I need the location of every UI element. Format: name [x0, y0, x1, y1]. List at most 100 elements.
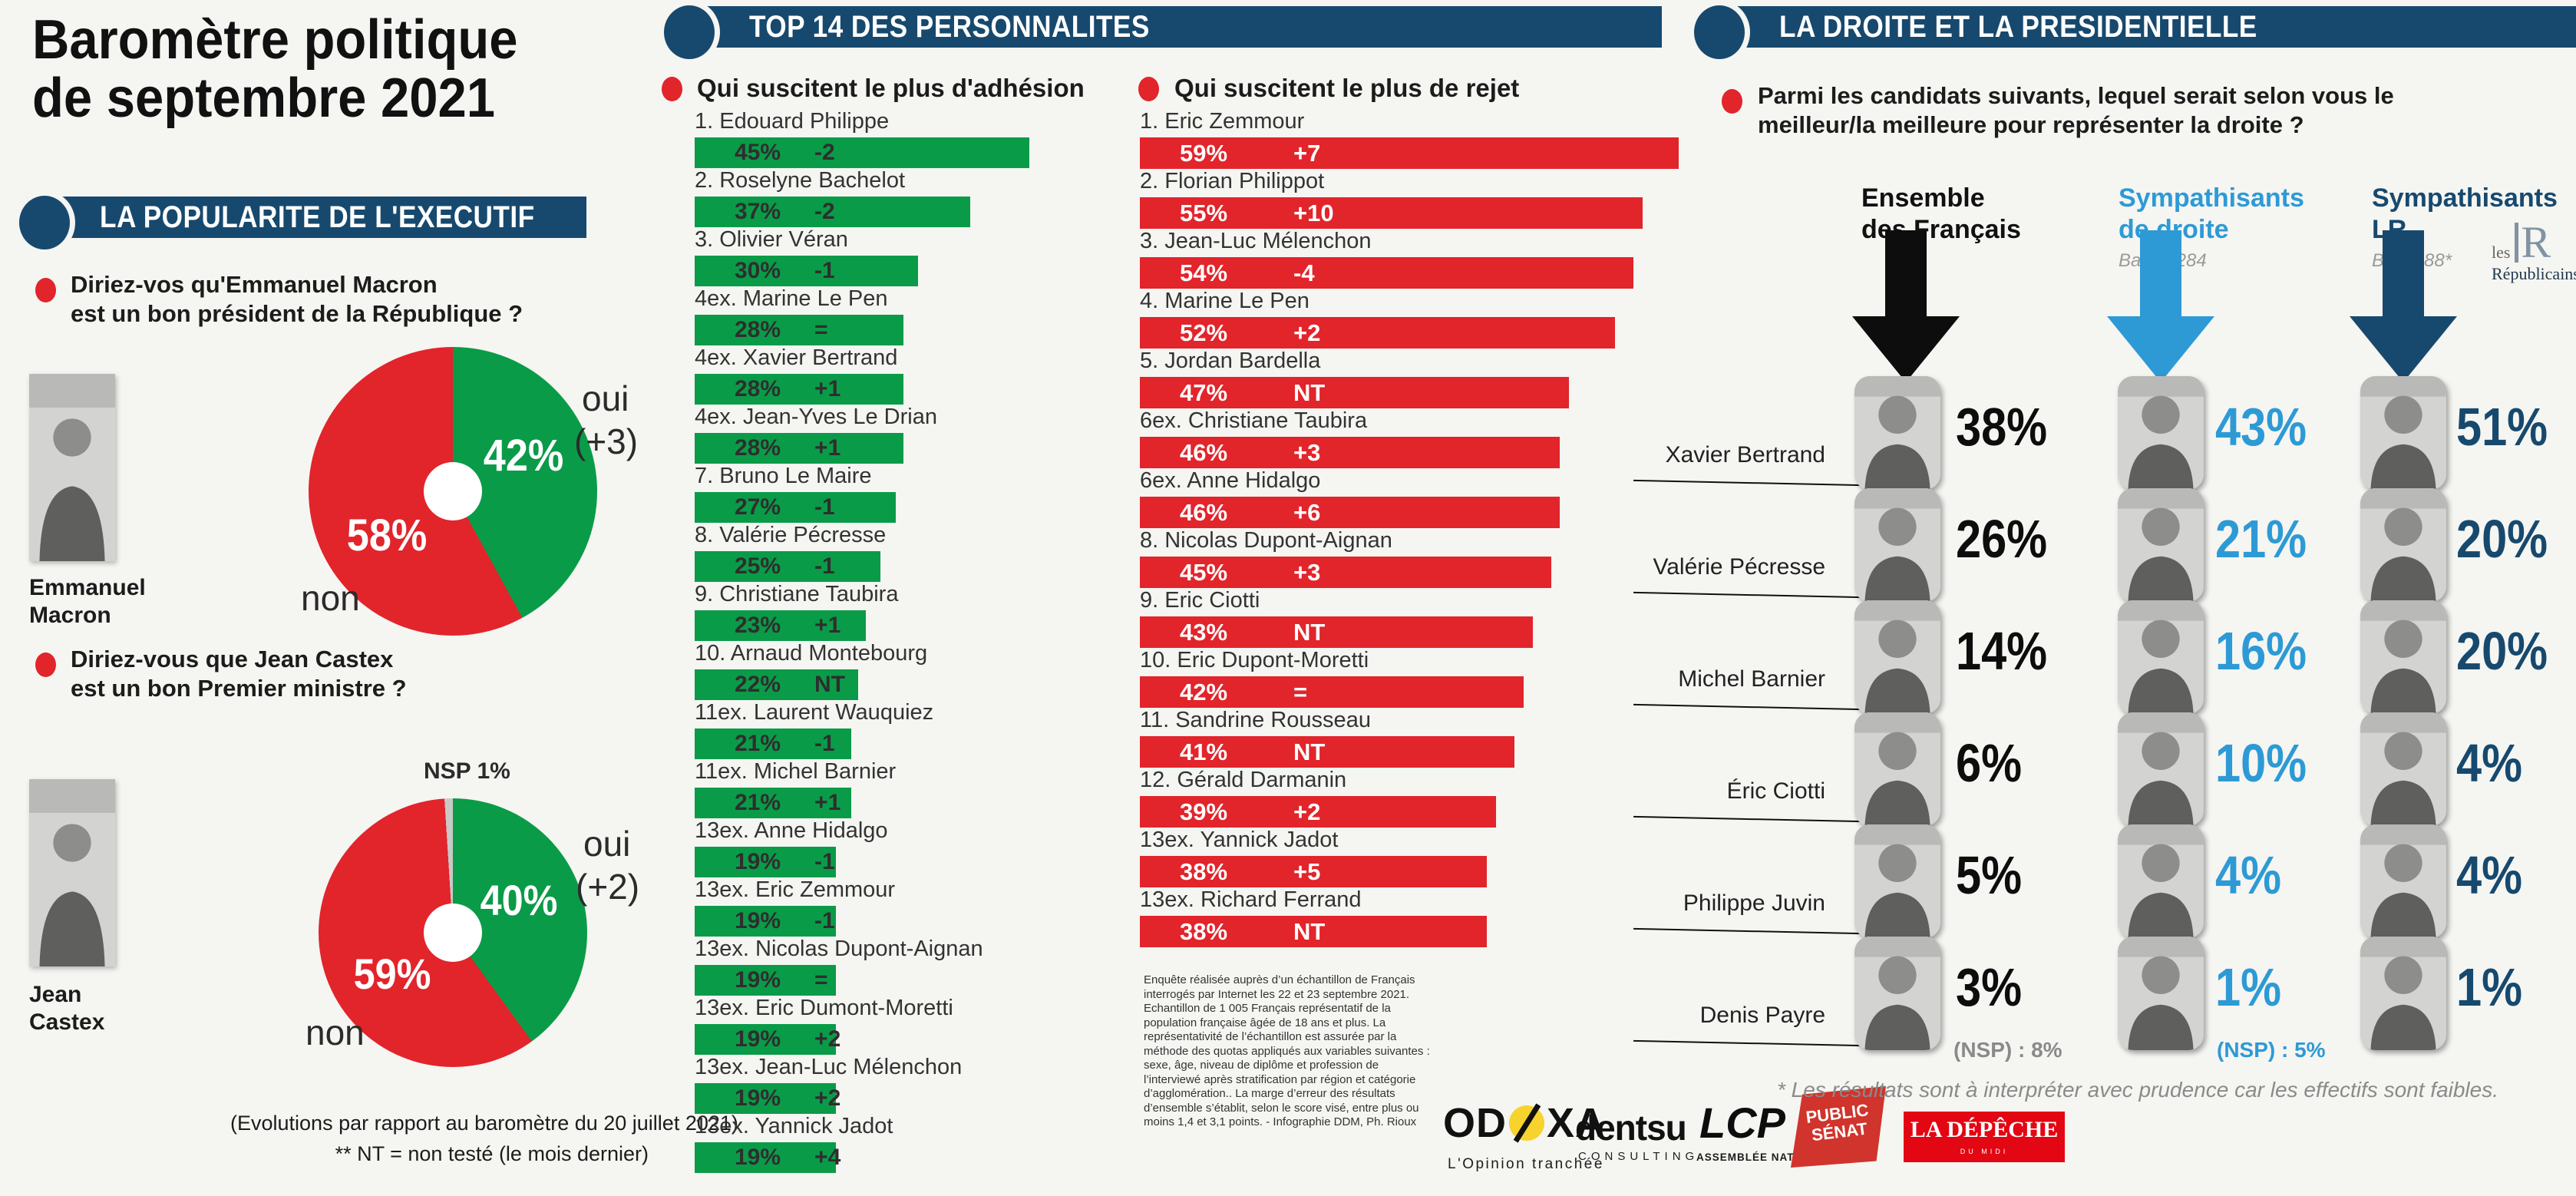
castex-label-line1: Jean: [29, 982, 82, 1007]
score-bar: 46% +3: [1140, 437, 1560, 468]
score-value: 19%: [735, 908, 781, 933]
arrow-down-ensemble-icon: [1852, 230, 1960, 382]
droite-question: Parmi les candidats suivants, lequel ser…: [1758, 81, 2394, 140]
ranking-item: 4ex. Xavier Bertrand 28% +1: [695, 345, 1125, 405]
score-bar: 30% -1: [695, 256, 918, 286]
score-bar: 38% NT: [1140, 916, 1487, 947]
candidate-photo: [2360, 600, 2446, 714]
score-delta: +1: [814, 376, 841, 401]
candidate-underline: [1633, 591, 1864, 599]
score-bar: 25% -1: [695, 551, 880, 582]
odoxa-letters-right: XA: [1547, 1100, 1607, 1146]
score-bar: 45% +3: [1140, 557, 1551, 588]
public-senat-logo: PUBLIC SÉNAT: [1791, 1086, 1886, 1168]
candidate-score: 14%: [1956, 621, 2048, 681]
score-delta: =: [814, 967, 828, 993]
candidate-score: 6%: [1956, 733, 2022, 793]
castex-oui-label: oui: [583, 824, 631, 864]
question-macron: Diriez-vos qu'Emmanuel Macron est un bon…: [71, 270, 523, 329]
castex-oui-value: 40%: [480, 876, 558, 924]
left-footnote-nt: ** NT = non testé (le mois dernier): [335, 1142, 649, 1165]
score-value: 54%: [1180, 259, 1228, 286]
macron-non-value: 58%: [346, 510, 428, 560]
candidate-row: Éric Ciotti 6% 10% 4%: [0, 712, 2576, 826]
ranking-item: 6ex. Christiane Taubira 46% +3: [1140, 408, 1685, 468]
candidate-photo: [2360, 712, 2446, 826]
candidate-photo: [2118, 824, 2204, 938]
score-value: 28%: [735, 317, 781, 342]
ranking-item: 13ex. Eric Zemmour 19% -1: [695, 877, 1125, 937]
question-castex: Diriez-vous que Jean Castex est un bon P…: [71, 645, 407, 703]
lr-les: les: [2492, 243, 2511, 262]
candidate-photo: [2118, 376, 2204, 490]
ranking-item: 10. Eric Dupont-Moretti 42% =: [1140, 648, 1685, 708]
col2-line1: Sympathisants: [2119, 183, 2304, 213]
score-bar: 54% -4: [1140, 257, 1633, 289]
candidate-photo: [2360, 824, 2446, 938]
score-delta: NT: [1293, 917, 1326, 945]
person-name: 13ex. Yannick Jadot: [695, 1114, 893, 1138]
score-bar: 27% -1: [695, 492, 896, 523]
macron-oui-delta: (+3): [574, 421, 639, 461]
score-delta: +3: [1293, 438, 1321, 466]
score-delta: +10: [1293, 199, 1334, 226]
ranking-item: 3. Jean-Luc Mélenchon 54% -4: [1140, 229, 1685, 289]
score-bar: 19% -1: [695, 847, 836, 877]
ranking-item: 1. Eric Zemmour 59% +7: [1140, 109, 1685, 169]
score-bar: 55% +10: [1140, 197, 1643, 229]
score-value: 38%: [1180, 857, 1228, 885]
candidate-score: 10%: [2215, 733, 2307, 793]
arrow-down-lr-icon: [2350, 230, 2457, 382]
castex-oui-delta: (+2): [576, 867, 640, 907]
score-delta: +2: [1293, 798, 1321, 825]
section-header-executif-dot-icon: [14, 190, 75, 255]
score-delta: +1: [814, 435, 841, 461]
question-macron-line1: Diriez-vos qu'Emmanuel Macron: [71, 271, 438, 298]
ranking-item: 9. Eric Ciotti 43% NT: [1140, 588, 1685, 648]
ranking-item: 13ex. Nicolas Dupont-Aignan 19% =: [695, 937, 1125, 996]
score-bar: 19% -1: [695, 906, 836, 937]
score-delta: +1: [814, 790, 841, 815]
castex-approval-pie: 40% 59%: [319, 798, 587, 1067]
candidate-score: 20%: [2456, 621, 2548, 681]
adhesion-title: Qui suscitent le plus d'adhésion: [697, 74, 1085, 102]
rejet-ranking-list: 1. Eric Zemmour 59% +7 2. Florian Philippot…: [1140, 109, 1685, 947]
castex-non-value: 59%: [353, 950, 431, 998]
candidate-score: 51%: [2456, 397, 2548, 457]
ranking-item: 4. Marine Le Pen 52% +2: [1140, 289, 1685, 349]
odoxa-o-icon: [1509, 1105, 1544, 1141]
ranking-item: 13ex. Yannick Jadot 19% +4: [695, 1114, 1125, 1173]
person-name: 4ex. Marine Le Pen: [695, 286, 888, 311]
score-value: 59%: [1180, 139, 1228, 167]
page-title-line1: Baromètre politique: [32, 9, 518, 71]
score-delta: +7: [1293, 139, 1321, 167]
candidate-row: Valérie Pécresse 26% 21% 20%: [0, 488, 2576, 602]
candidate-score: 20%: [2456, 509, 2548, 569]
score-delta: +3: [1293, 558, 1321, 586]
ladepeche-title: LA DÉPÊCHE: [1910, 1117, 2059, 1142]
ladepeche-logo: LA DÉPÊCHE DU MIDI: [1904, 1112, 2065, 1162]
score-value: 22%: [735, 672, 781, 697]
section-header-executif: LA POPULARITE DE L'EXECUTIF: [26, 197, 586, 238]
score-bar: 21% +1: [695, 788, 851, 818]
ranking-item: 13ex. Richard Ferrand 38% NT: [1140, 887, 1685, 947]
page-title: Baromètre politique de septembre 2021: [32, 11, 554, 127]
candidate-underline: [1633, 703, 1864, 711]
left-footnote-evolutions: (Evolutions par rapport au baromètre du …: [230, 1112, 738, 1135]
score-delta: -1: [814, 494, 835, 520]
score-delta: +1: [814, 613, 841, 638]
ranking-item: 4ex. Marine Le Pen 28% =: [695, 286, 1125, 345]
score-value: 46%: [1180, 438, 1228, 466]
score-value: 55%: [1180, 199, 1228, 226]
adhesion-bullet-icon: [662, 77, 682, 101]
score-value: 28%: [735, 376, 781, 401]
ranking-item: 4ex. Jean-Yves Le Drian 28% +1: [695, 405, 1125, 464]
column-header-lr: Sympathisants LR: [2372, 183, 2558, 246]
candidate-photo: [2360, 376, 2446, 490]
macron-photo: [29, 374, 115, 561]
odoxa-letters-left: OD: [1443, 1100, 1507, 1146]
person-name: 13ex. Eric Zemmour: [695, 877, 896, 902]
candidate-name: Xavier Bertrand: [1665, 442, 1825, 467]
score-value: 19%: [735, 849, 781, 874]
ranking-item: 3. Olivier Véran 30% -1: [695, 227, 1125, 286]
